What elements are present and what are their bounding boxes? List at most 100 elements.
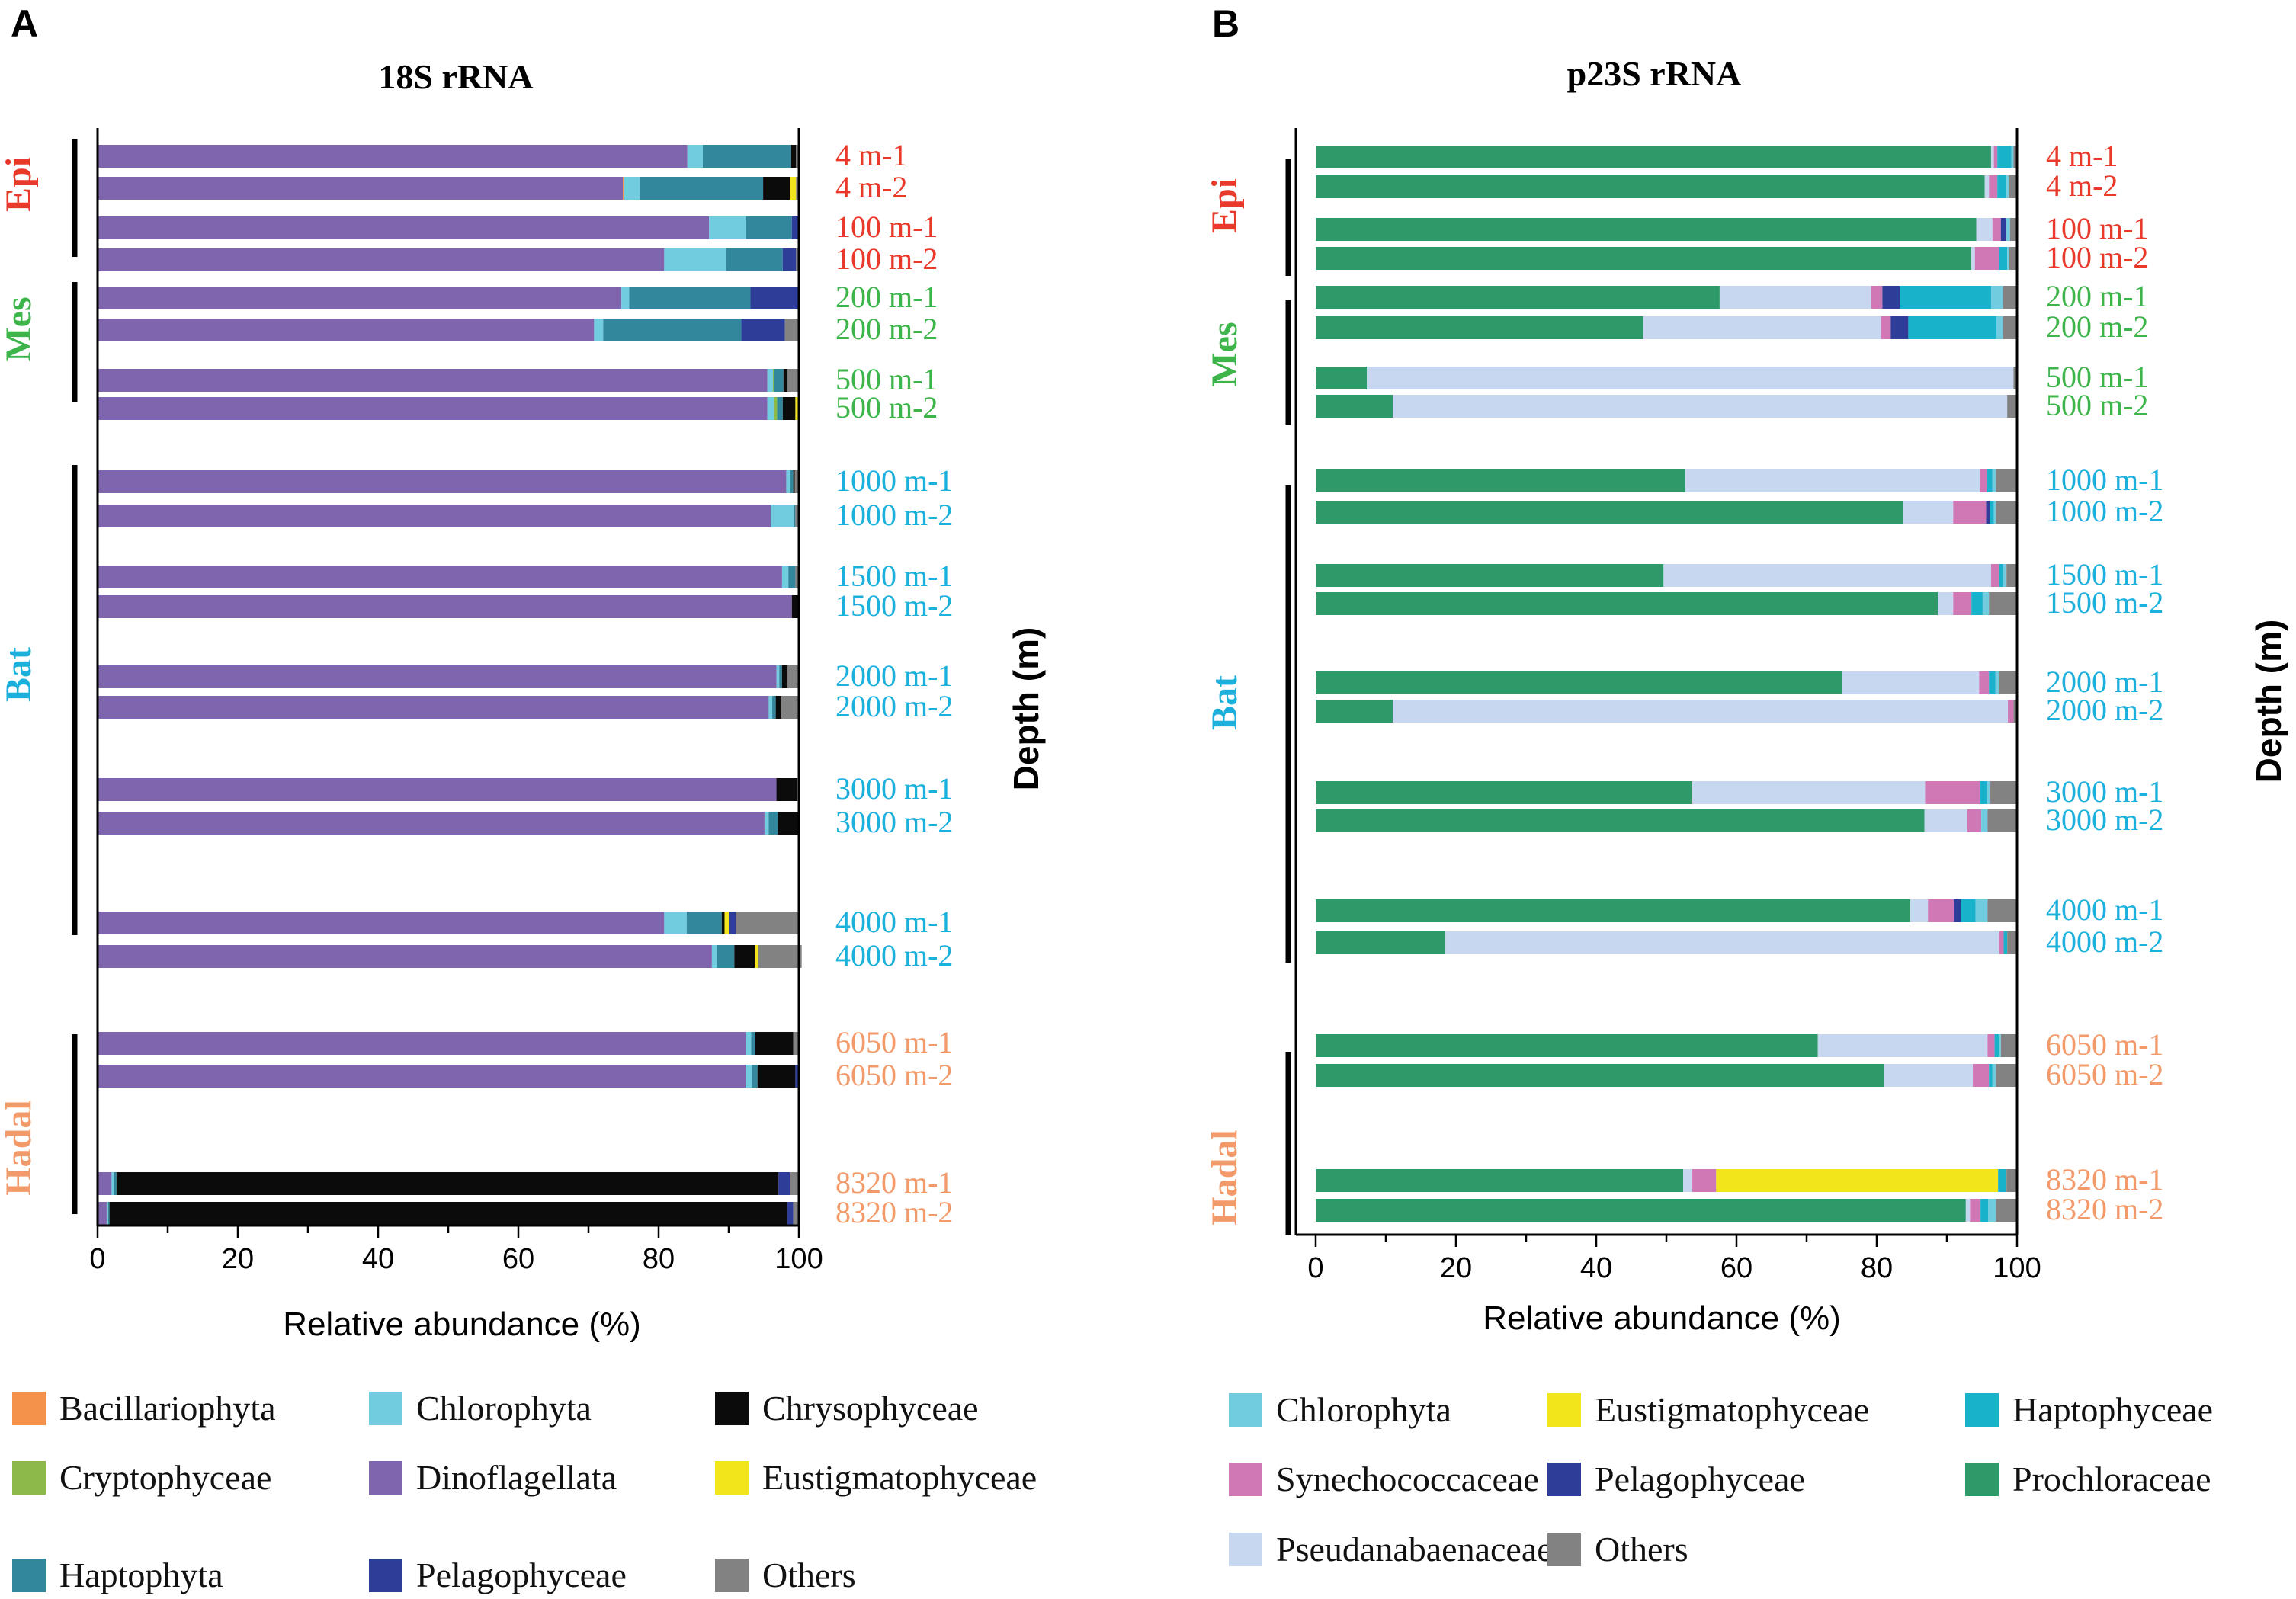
panel-letter-a: A	[11, 2, 38, 45]
bar-segment-haptophyta	[686, 912, 722, 934]
sample-label: 500 m-1	[2046, 360, 2148, 394]
bar-segment-pseudanabaenaceae	[1924, 809, 1967, 832]
bar-segment-prochloraceae	[1316, 1034, 1818, 1057]
legend-label-synechococcaceae: Synechococcaceae	[1276, 1460, 1539, 1498]
bar-segment-others	[1987, 809, 2017, 832]
bar-segment-others	[787, 369, 799, 392]
bar-segment-synechococcaceae	[2008, 700, 2014, 723]
bar-segment-pelagophyceae	[741, 319, 785, 341]
bar-segment-haptophyceae	[1971, 592, 1983, 615]
legend-label-pseudanabaenaceae: Pseudanabaenaceae	[1276, 1530, 1553, 1569]
bar-row-1000-m-1	[1316, 469, 2017, 492]
bar-segment-haptophyta	[779, 665, 782, 688]
bar-segment-prochloraceae	[1316, 809, 1925, 832]
bar-segment-haptophyceae	[1994, 1034, 1999, 1057]
bar-segment-pelagophyceae	[750, 287, 799, 309]
bar-segment-chrysophyceae	[793, 470, 795, 493]
bar-segment-chrysophyceae	[734, 945, 755, 968]
bar-segment-synechococcaceae	[1990, 564, 1999, 587]
legend-swatch-others	[1547, 1533, 1581, 1566]
bar-segment-haptophyta	[768, 812, 778, 835]
bar-segment-prochloraceae	[1316, 175, 1985, 198]
bar-segment-chlorophyta	[1996, 316, 2003, 339]
bar-segment-haptophyceae	[1990, 501, 1994, 524]
bar-row-1500-m-1	[1316, 564, 2017, 587]
bar-segment-others	[2009, 218, 2017, 241]
bar-segment-haptophyceae	[1989, 1064, 1993, 1087]
bar-row-4-m-1	[1316, 146, 2017, 168]
bar-segment-chlorophyta	[1992, 469, 1996, 492]
bar-segment-chrysophyceae	[109, 1202, 787, 1225]
bar-segment-dinoflagellata	[98, 1065, 746, 1088]
bar-row-3000-m-2	[98, 812, 800, 835]
bar-segment-pseudanabaenaceae	[1685, 469, 1980, 492]
bar-segment-chlorophyta	[771, 505, 794, 527]
bar-segment-chlorophyta	[1992, 1064, 1996, 1087]
legend-label-prochloraceae: Prochloraceae	[2012, 1460, 2211, 1498]
bar-segment-prochloraceae	[1316, 218, 1977, 241]
bar-segment-pelagophyceae	[795, 1065, 799, 1088]
sample-label: 100 m-1	[2046, 211, 2148, 245]
legend-swatch-chrysophyceae	[715, 1392, 749, 1425]
bar-segment-prochloraceae	[1316, 1064, 1885, 1087]
bar-segment-chlorophyta	[2011, 146, 2014, 168]
bar-segment-haptophyceae	[1900, 286, 1991, 309]
bar-row-2000-m-1	[1316, 671, 2017, 694]
legend-swatch-prochloraceae	[1965, 1463, 1999, 1496]
bar-segment-others	[794, 470, 799, 493]
bar-segment-haptophyceae	[1980, 1199, 1989, 1222]
x-tick-label: 0	[89, 1243, 105, 1275]
bar-segment-prochloraceae	[1316, 247, 1972, 270]
zone-label-bat: Bat	[0, 647, 39, 702]
bar-row-2000-m-2	[1316, 700, 2017, 723]
legend-a: Bacillariophyta Chlorophyta Chrysophyceae C…	[12, 1389, 1037, 1594]
bar-segment-dinoflagellata	[98, 665, 777, 688]
bar-segment-pseudanabaenaceae	[1965, 1199, 1971, 1222]
bar-segment-chlorophyta	[1990, 286, 2003, 309]
bar-segment-prochloraceae	[1316, 501, 1903, 524]
bar-segment-chrysophyceae	[781, 665, 788, 688]
bar-row-100-m-2	[1316, 247, 2017, 270]
bar-segment-pseudanabaenaceae	[1692, 781, 1926, 804]
bar-segment-eustigmatophyceae	[724, 912, 729, 934]
bar-segment-chlorophyta	[664, 912, 687, 934]
bar-segment-dinoflagellata	[98, 369, 768, 392]
bar-segment-prochloraceae	[1316, 592, 1938, 615]
sample-label: 4 m-2	[2046, 168, 2118, 203]
bar-segment-dinoflagellata	[98, 595, 792, 618]
legend-label-chlorophyta: Chlorophyta	[1276, 1390, 1451, 1429]
x-tick-label: 100	[1993, 1252, 2041, 1284]
bar-segment-haptophyceae	[1997, 146, 2012, 168]
bar-segment-chlorophyta	[1993, 501, 1996, 524]
bar-segment-haptophyta	[629, 287, 751, 309]
bar-segment-others	[2013, 700, 2017, 723]
bar-segment-haptophyta	[746, 216, 792, 239]
legend-swatch-pseudanabaenaceae	[1229, 1533, 1262, 1566]
bar-segment-prochloraceae	[1316, 781, 1693, 804]
bar-segment-prochloraceae	[1316, 564, 1664, 587]
bar-segment-dinoflagellata	[98, 1032, 746, 1055]
legend-swatch-chlorophyta	[1229, 1393, 1262, 1427]
bar-segment-chlorophyta	[1995, 671, 1999, 694]
bar-segment-dinoflagellata	[98, 145, 688, 168]
bar-segment-chlorophyta	[106, 1202, 108, 1225]
zone-label-hadal: Hadal	[1204, 1130, 1245, 1225]
bar-segment-others	[2006, 564, 2017, 587]
bar-segment-haptophyta	[752, 1065, 758, 1088]
legend-label-chrysophyceae: Chrysophyceae	[762, 1389, 979, 1428]
bar-segment-chrysophyceae	[778, 812, 800, 835]
bar-segment-others	[1989, 592, 2017, 615]
bar-segment-chlorophyta	[624, 177, 640, 200]
bar-segment-pseudanabaenaceae	[1367, 367, 2014, 389]
bar-row-100-m-1	[98, 216, 799, 239]
sample-label: 100 m-2	[2046, 240, 2148, 274]
bar-segment-pelagophyceae	[1954, 899, 1961, 922]
x-tick-label: 100	[774, 1243, 823, 1275]
legend-label-others: Others	[762, 1556, 856, 1594]
bar-row-200-m-2	[98, 319, 799, 341]
legend-swatch-eustigmatophyceae	[715, 1461, 749, 1495]
bar-segment-synechococcaceae	[1980, 469, 1987, 492]
bar-segment-pelagophyceae	[1986, 501, 1990, 524]
bar-segment-haptophyceae	[1987, 469, 1993, 492]
